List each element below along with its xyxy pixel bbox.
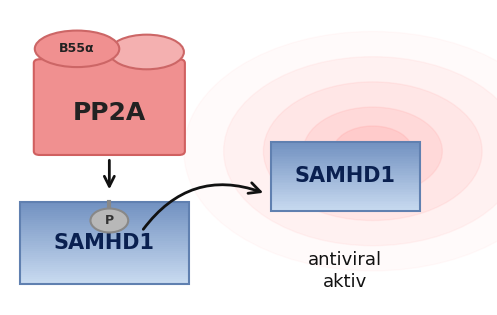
Bar: [20, 267, 189, 269]
Bar: [271, 194, 420, 195]
Text: SAMHD1: SAMHD1: [54, 232, 155, 253]
Bar: [20, 251, 189, 253]
Bar: [271, 163, 420, 164]
Bar: [20, 232, 189, 234]
Bar: [271, 190, 420, 192]
Bar: [20, 241, 189, 243]
Bar: [20, 257, 189, 259]
Bar: [20, 278, 189, 279]
Bar: [271, 180, 420, 181]
Bar: [20, 224, 189, 226]
Bar: [20, 275, 189, 277]
Bar: [271, 147, 420, 149]
Ellipse shape: [263, 82, 482, 220]
Bar: [20, 273, 189, 275]
Text: SAMHD1: SAMHD1: [295, 166, 396, 186]
Bar: [271, 199, 420, 201]
Bar: [20, 208, 189, 210]
Bar: [20, 214, 189, 216]
Bar: [20, 230, 189, 232]
Bar: [20, 216, 189, 218]
Bar: [20, 202, 189, 203]
Ellipse shape: [224, 57, 497, 246]
Text: P: P: [105, 214, 114, 227]
Bar: [20, 247, 189, 249]
Bar: [271, 142, 420, 211]
Bar: [20, 218, 189, 220]
Bar: [271, 175, 420, 176]
Circle shape: [90, 209, 128, 232]
Bar: [271, 164, 420, 166]
Bar: [271, 201, 420, 202]
Ellipse shape: [333, 126, 413, 176]
Bar: [20, 238, 189, 241]
Bar: [271, 176, 420, 178]
Bar: [271, 142, 420, 144]
Bar: [20, 265, 189, 267]
Bar: [271, 187, 420, 188]
Bar: [271, 173, 420, 175]
Bar: [20, 279, 189, 282]
Bar: [20, 269, 189, 271]
FancyBboxPatch shape: [34, 59, 185, 155]
Bar: [271, 156, 420, 157]
Text: B55α: B55α: [59, 42, 95, 55]
Bar: [271, 168, 420, 169]
Bar: [20, 206, 189, 208]
Bar: [271, 144, 420, 145]
Bar: [271, 154, 420, 156]
Bar: [20, 222, 189, 224]
Bar: [271, 178, 420, 180]
Bar: [271, 206, 420, 208]
Bar: [271, 151, 420, 152]
Bar: [271, 166, 420, 168]
Bar: [20, 228, 189, 230]
Bar: [271, 202, 420, 204]
Bar: [20, 282, 189, 284]
Bar: [271, 145, 420, 147]
Ellipse shape: [35, 31, 119, 67]
Bar: [271, 183, 420, 185]
Bar: [20, 202, 189, 284]
Ellipse shape: [303, 107, 442, 195]
Bar: [271, 192, 420, 194]
Bar: [271, 149, 420, 151]
Bar: [20, 255, 189, 257]
Bar: [20, 234, 189, 236]
Bar: [20, 249, 189, 251]
Bar: [271, 185, 420, 187]
Bar: [271, 197, 420, 199]
Bar: [271, 208, 420, 209]
Bar: [271, 161, 420, 163]
Bar: [271, 152, 420, 154]
Bar: [20, 243, 189, 244]
Bar: [271, 159, 420, 161]
Bar: [20, 212, 189, 214]
Text: antiviral
aktiv: antiviral aktiv: [308, 251, 383, 291]
Bar: [271, 158, 420, 159]
Text: PP2A: PP2A: [73, 101, 146, 125]
Bar: [20, 203, 189, 206]
Bar: [20, 253, 189, 255]
Bar: [271, 204, 420, 206]
Bar: [271, 181, 420, 183]
Bar: [20, 261, 189, 263]
Bar: [271, 188, 420, 190]
Bar: [271, 171, 420, 173]
Bar: [20, 210, 189, 212]
Bar: [20, 226, 189, 228]
Bar: [20, 220, 189, 222]
Ellipse shape: [109, 35, 184, 69]
Bar: [20, 263, 189, 265]
Bar: [20, 244, 189, 247]
Bar: [20, 236, 189, 238]
Bar: [20, 271, 189, 273]
Bar: [271, 195, 420, 197]
Bar: [271, 209, 420, 211]
Bar: [271, 169, 420, 171]
Bar: [20, 259, 189, 261]
